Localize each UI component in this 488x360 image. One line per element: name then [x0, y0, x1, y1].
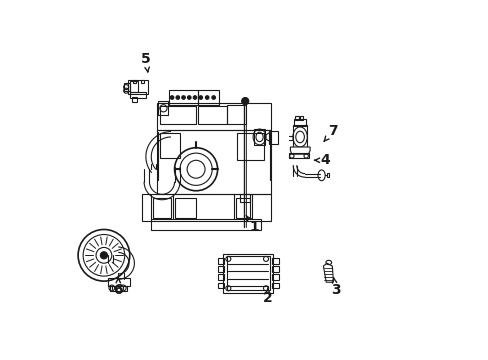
Ellipse shape: [211, 96, 215, 99]
Bar: [110, 286, 127, 291]
Ellipse shape: [199, 96, 202, 99]
Bar: [198, 90, 219, 105]
Text: 7: 7: [323, 123, 338, 141]
Ellipse shape: [100, 252, 107, 259]
Bar: [292, 126, 306, 147]
Text: 4: 4: [314, 153, 329, 167]
Bar: [158, 101, 168, 116]
Bar: [160, 134, 180, 158]
Bar: [217, 266, 224, 272]
Bar: [226, 105, 246, 125]
Text: 1: 1: [245, 215, 259, 234]
Bar: [198, 107, 226, 125]
Bar: [160, 107, 196, 125]
Bar: [226, 256, 269, 290]
Bar: [142, 194, 271, 221]
Ellipse shape: [205, 96, 208, 99]
Polygon shape: [290, 147, 309, 154]
Bar: [295, 116, 298, 120]
Ellipse shape: [193, 96, 196, 99]
Bar: [217, 274, 224, 280]
Bar: [271, 258, 278, 264]
Bar: [153, 198, 171, 218]
Ellipse shape: [176, 96, 179, 99]
Bar: [151, 220, 260, 230]
Bar: [217, 283, 224, 288]
Ellipse shape: [187, 96, 191, 99]
Text: 2: 2: [263, 288, 272, 305]
Bar: [108, 278, 129, 286]
Text: 5: 5: [141, 52, 150, 72]
Bar: [131, 97, 137, 102]
Bar: [156, 130, 271, 194]
Bar: [174, 198, 196, 218]
Ellipse shape: [170, 96, 174, 99]
Bar: [326, 173, 329, 177]
Bar: [169, 90, 198, 105]
Text: 3: 3: [330, 278, 340, 297]
Bar: [128, 80, 147, 94]
Bar: [293, 119, 305, 126]
Bar: [268, 131, 277, 144]
Text: 6: 6: [113, 278, 123, 297]
Bar: [140, 80, 144, 83]
Bar: [235, 198, 249, 218]
Bar: [132, 80, 136, 83]
Bar: [240, 194, 250, 202]
Bar: [271, 283, 278, 288]
Bar: [237, 134, 264, 160]
Bar: [223, 253, 273, 293]
Bar: [299, 116, 303, 120]
Bar: [129, 92, 145, 98]
Ellipse shape: [241, 98, 248, 105]
Bar: [271, 274, 278, 280]
Bar: [253, 129, 265, 145]
Polygon shape: [323, 263, 333, 282]
Bar: [271, 266, 278, 272]
Bar: [130, 81, 137, 92]
Bar: [124, 83, 129, 91]
Ellipse shape: [182, 96, 185, 99]
Bar: [217, 258, 224, 264]
Bar: [156, 103, 271, 130]
Bar: [289, 153, 308, 158]
